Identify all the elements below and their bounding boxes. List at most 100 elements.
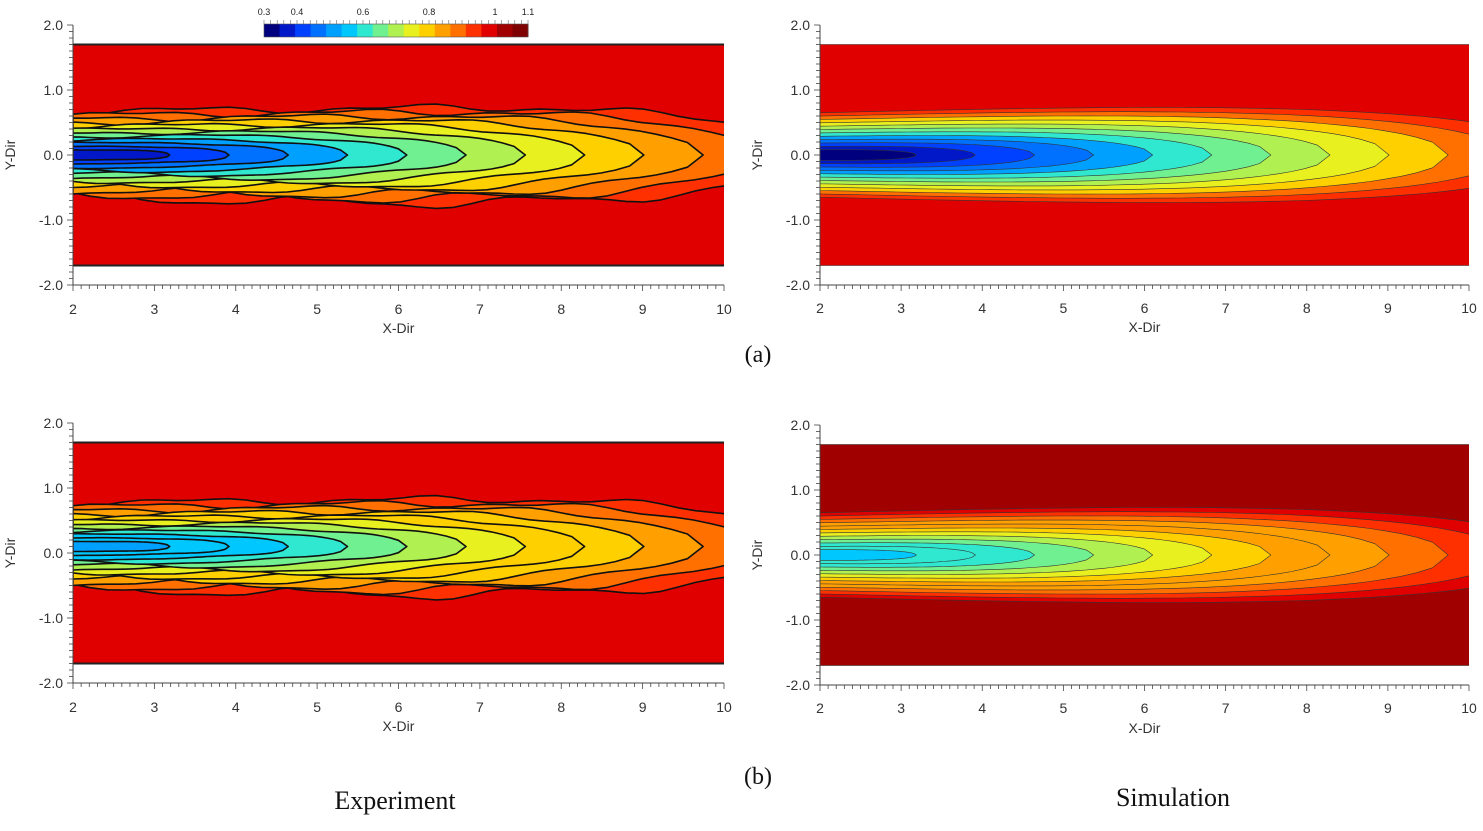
panel-a-simulation: 2 3 4 5 6 7 8 9 10 2.0 1.0 0.0 -1.0 -2.0 X-Dir Y-Dir — [749, 17, 1477, 335]
y-axis-title: Y-Dir — [2, 139, 18, 170]
y-tick-label: -2.0 — [39, 675, 63, 691]
x-tick-label: 9 — [1384, 300, 1392, 316]
colorbar-tick-label: 0.4 — [291, 7, 304, 17]
x-tick-label: 8 — [1303, 700, 1311, 716]
y-axis-title: Y-Dir — [749, 139, 765, 170]
y-tick-label: 1.0 — [44, 480, 64, 496]
column-label-experiment: Experiment — [334, 786, 456, 815]
contour-field — [73, 44, 724, 266]
x-tick-label: 6 — [1141, 300, 1149, 316]
x-tick-label: 5 — [313, 301, 321, 317]
colorbar: 0.3 0.4 0.6 0.8 1 1.1 — [258, 7, 534, 38]
colorbar-swatch — [481, 24, 498, 37]
y-tick-label: 2.0 — [791, 17, 811, 33]
colorbar-swatch — [450, 24, 467, 37]
y-tick-label: -2.0 — [786, 677, 810, 693]
x-tick-label: 8 — [557, 301, 565, 317]
y-axis-title: Y-Dir — [2, 537, 18, 568]
y-axis-title: Y-Dir — [749, 539, 765, 570]
colorbar-swatch — [434, 24, 451, 37]
x-tick-label: 2 — [69, 301, 77, 317]
column-label-simulation: Simulation — [1115, 783, 1231, 812]
x-tick-label: 3 — [897, 700, 905, 716]
x-tick-label: 10 — [716, 699, 732, 715]
contour-band — [820, 149, 917, 161]
y-tick-label: -2.0 — [786, 277, 810, 293]
y-tick-label: -1.0 — [786, 212, 810, 228]
x-tick-label: 9 — [639, 699, 647, 715]
colorbar-tick-label: 1 — [492, 7, 497, 17]
caption-a: (a) — [744, 342, 772, 368]
x-tick-label: 6 — [395, 699, 403, 715]
colorbar-tick-label: 0.6 — [357, 7, 370, 17]
x-tick-label: 4 — [978, 300, 986, 316]
x-axis-title: X-Dir — [1129, 720, 1161, 736]
y-tick-label: 1.0 — [791, 482, 811, 498]
x-tick-label: 2 — [69, 699, 77, 715]
colorbar-swatch — [512, 24, 529, 37]
contour-band — [73, 149, 171, 161]
contour-field — [820, 44, 1469, 266]
colorbar-swatch — [465, 24, 482, 37]
colorbar-swatch — [326, 24, 343, 37]
x-axis-title: X-Dir — [383, 320, 415, 336]
panel-a-experiment: 2 3 4 5 6 7 8 9 10 2.0 1.0 0.0 -1.0 -2.0 X-Dir Y-Dir — [2, 17, 732, 336]
x-tick-label: 5 — [313, 699, 321, 715]
x-tick-label: 10 — [1461, 700, 1477, 716]
x-tick-label: 8 — [1303, 300, 1311, 316]
x-tick-label: 3 — [150, 699, 158, 715]
x-tick-label: 3 — [150, 301, 158, 317]
x-tick-label: 7 — [476, 699, 484, 715]
x-tick-label: 10 — [716, 301, 732, 317]
colorbar-swatch — [310, 24, 327, 37]
x-tick-label: 9 — [639, 301, 647, 317]
x-tick-label: 7 — [1222, 300, 1230, 316]
x-tick-label: 5 — [1059, 700, 1067, 716]
y-tick-label: -1.0 — [39, 610, 63, 626]
contour-field — [73, 442, 724, 664]
x-tick-label: 7 — [1222, 700, 1230, 716]
y-tick-label: -1.0 — [39, 212, 63, 228]
x-tick-label: 4 — [232, 301, 240, 317]
y-tick-label: 1.0 — [44, 82, 64, 98]
colorbar-swatch — [341, 24, 358, 37]
colorbar-swatch — [295, 24, 312, 37]
colorbar-swatch — [264, 24, 281, 37]
x-tick-label: 6 — [1141, 700, 1149, 716]
colorbar-tick-label: 0.8 — [423, 7, 436, 17]
x-tick-label: 10 — [1461, 300, 1477, 316]
y-tick-label: -1.0 — [786, 612, 810, 628]
axes: 2 3 4 5 6 7 8 9 10 2.0 1.0 0.0 -1.0 -2.0 X-Dir Y-Dir — [749, 417, 1477, 736]
y-tick-label: 0.0 — [791, 147, 811, 163]
x-tick-label: 4 — [978, 700, 986, 716]
y-tick-label: 0.0 — [791, 547, 811, 563]
x-tick-label: 2 — [816, 300, 824, 316]
axes: 2 3 4 5 6 7 8 9 10 2.0 1.0 0.0 -1.0 -2.0 X-Dir Y-Dir — [2, 17, 732, 336]
x-tick-label: 8 — [557, 699, 565, 715]
contour-band — [73, 540, 171, 553]
y-tick-label: 2.0 — [791, 417, 811, 433]
colorbar-swatch — [388, 24, 405, 37]
caption-b: (b) — [744, 764, 772, 790]
y-tick-label: 2.0 — [44, 415, 64, 431]
colorbar-swatch — [279, 24, 296, 37]
y-tick-label: 1.0 — [791, 82, 811, 98]
y-tick-label: 0.0 — [44, 545, 64, 561]
x-tick-label: 7 — [476, 301, 484, 317]
panel-b-simulation: 2 3 4 5 6 7 8 9 10 2.0 1.0 0.0 -1.0 -2.0 X-Dir Y-Dir — [749, 417, 1477, 736]
colorbar-swatch — [403, 24, 420, 37]
colorbar-tick-label: 0.3 — [258, 7, 271, 17]
axes: 2 3 4 5 6 7 8 9 10 2.0 1.0 0.0 -1.0 -2.0 X-Dir Y-Dir — [2, 415, 732, 734]
x-tick-label: 4 — [232, 699, 240, 715]
x-tick-label: 2 — [816, 700, 824, 716]
axes: 2 3 4 5 6 7 8 9 10 2.0 1.0 0.0 -1.0 -2.0 X-Dir Y-Dir — [749, 17, 1477, 335]
contour-band — [820, 549, 917, 561]
y-tick-label: 2.0 — [44, 17, 64, 33]
x-axis-title: X-Dir — [1129, 319, 1161, 335]
colorbar-swatch — [496, 24, 513, 37]
x-tick-label: 6 — [395, 301, 403, 317]
x-tick-label: 5 — [1059, 300, 1067, 316]
y-tick-label: 0.0 — [44, 147, 64, 163]
colorbar-swatch — [419, 24, 436, 37]
